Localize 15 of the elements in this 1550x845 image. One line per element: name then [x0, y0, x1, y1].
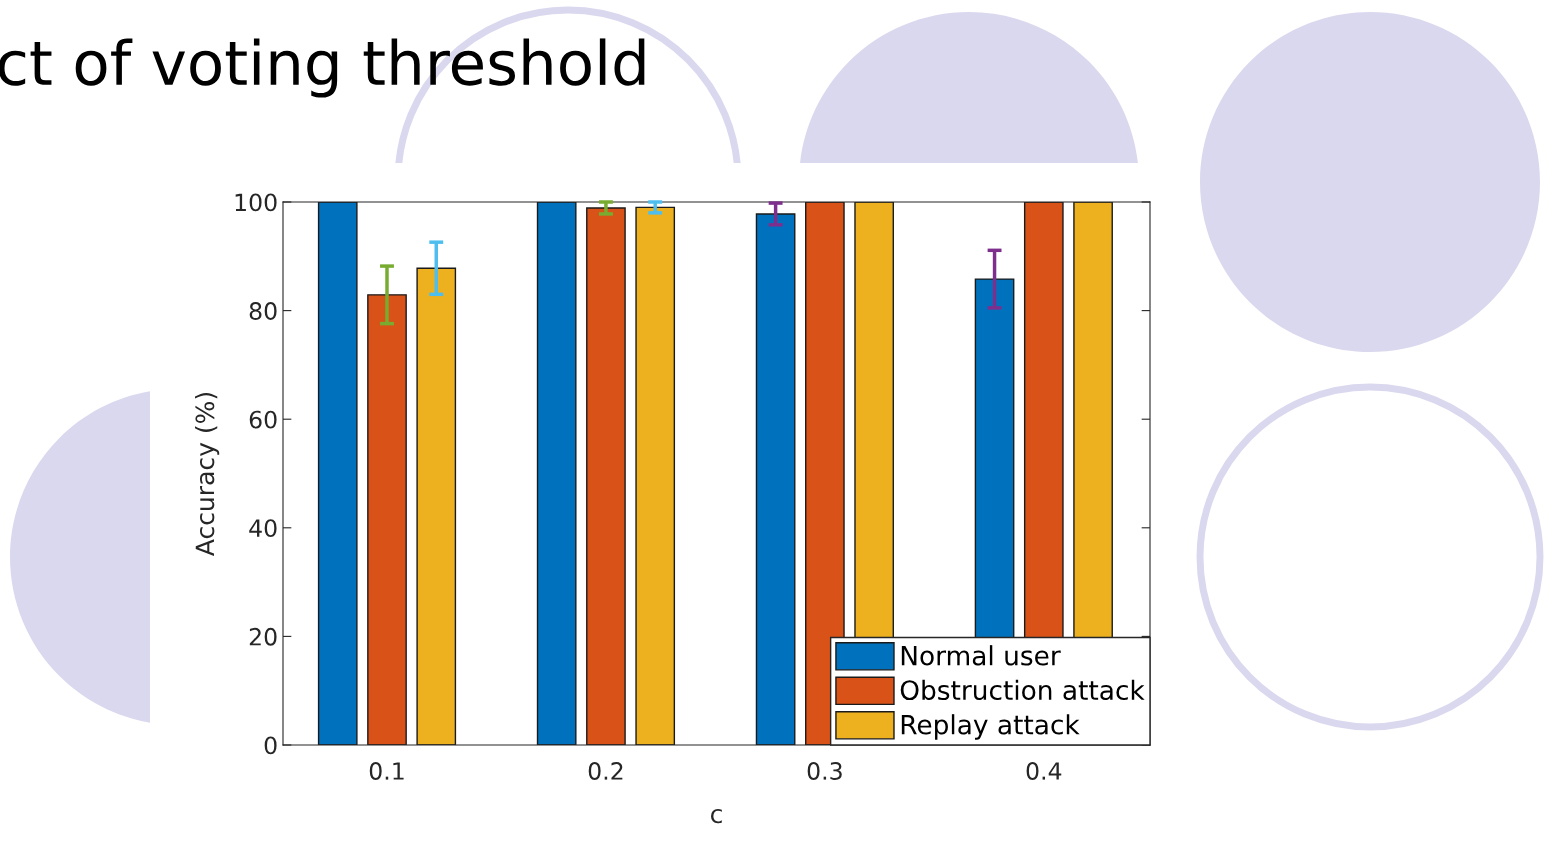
- y-tick-label: 60: [249, 410, 277, 429]
- legend-label: Replay attack: [901, 714, 1080, 740]
- x-tick-label: 0.4: [1026, 762, 1062, 780]
- x-tick-label: 0.3: [807, 762, 842, 780]
- legend-label: Normal user: [901, 645, 1061, 666]
- legend-label: Obstruction attack: [900, 679, 1145, 701]
- x-tick-label: 0.2: [588, 762, 623, 780]
- x-tick-label: 0.1: [369, 762, 404, 780]
- y-tick-label: 20: [249, 627, 277, 646]
- y-tick-label: 0: [264, 736, 277, 755]
- x-axis-title: c: [711, 808, 722, 824]
- y-tick-label: 100: [235, 193, 277, 212]
- y-axis-title: Accuracy (%): [195, 392, 220, 556]
- y-tick-label: 80: [249, 302, 277, 320]
- y-tick-label: 40: [249, 519, 277, 538]
